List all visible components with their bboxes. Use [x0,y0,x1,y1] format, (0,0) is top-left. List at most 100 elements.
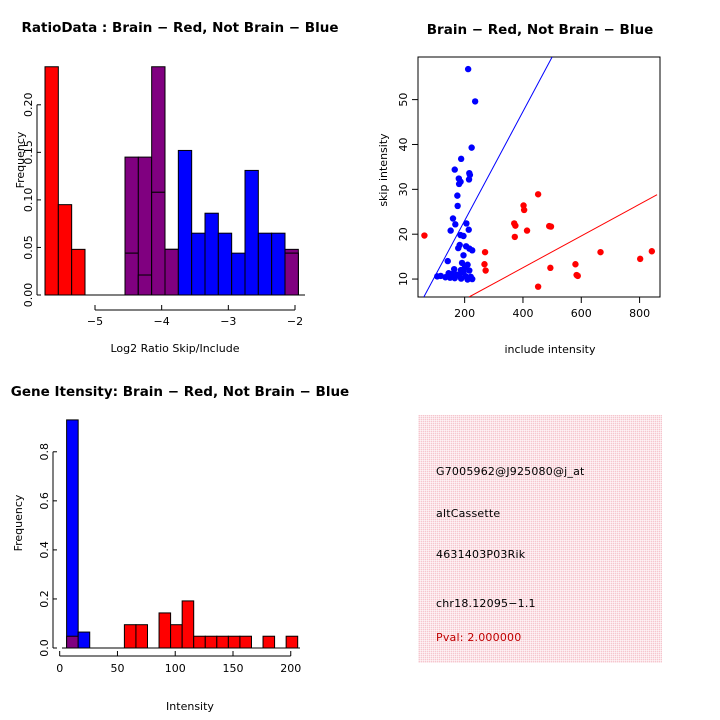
gene-bar-blue [66,419,79,649]
gene-xtick-label: 50 [110,662,124,675]
scatter-xtick-label: 800 [629,307,650,320]
scatter-point [455,244,462,252]
ratio-bar-blue [177,149,193,296]
info-gene-symbol: 4631403P03Rik [436,548,526,561]
ratio-xtick-label: −4 [154,315,170,328]
gene-bar-red [181,600,195,649]
scatter-point [452,221,459,228]
ratio-bar-red [137,156,153,296]
gene-histogram-title: Gene Itensity: Brain − Red, Not Brain − … [10,384,350,400]
scatter-point [455,180,463,188]
ratio-bar-overlap [137,274,153,296]
gene-histogram-plot: 0.0 0.2 0.4 0.6 0.8 0 50 100 150 200 [38,419,301,675]
scatter-point [444,257,451,265]
gene-bar-red [158,612,172,649]
scatter-point [442,274,449,281]
scatter-point [449,215,457,222]
scatter-point [572,261,579,268]
scatter-ytick-label: 40 [397,137,410,151]
scatter-point [454,192,461,199]
ratio-bar-blue [231,252,246,296]
scatter-point [534,283,542,290]
gene-bar-red [262,635,276,649]
scatter-point [482,267,489,274]
scatter-point [457,155,465,163]
scatter-ytick-label: 30 [397,182,410,196]
scatter-point [469,247,476,254]
ratio-xtick-label: −5 [87,315,103,328]
gene-bar-blue [77,631,91,649]
scatter-point [648,248,656,255]
gene-bar-overlap [66,635,79,649]
gene-bar-red [123,624,137,649]
gene-info-panel: G7005962@J925080@j_at altCassette 463140… [418,415,662,663]
ratio-ytick-label: 0.10 [22,188,35,213]
info-event-type: altCassette [436,507,501,520]
scatter-ytick-label: 50 [397,93,410,107]
scatter-point [481,261,488,268]
ratio-bar-blue [217,232,233,296]
info-probe-id: G7005962@J925080@j_at [436,465,585,478]
ratio-xtick-label: −3 [220,315,236,328]
scatter-title: Brain − Red, Not Brain − Blue [426,22,654,38]
ratio-bar-blue [191,232,206,296]
scatter-point [464,276,471,283]
gene-bar-red [193,635,206,649]
scatter-point [450,265,458,273]
scatter-plot-box [417,56,661,298]
scatter-point [460,269,467,276]
info-locus: chr18.12095−1.1 [436,597,536,610]
gene-histogram-xlabel: Intensity [166,700,214,713]
scatter-plot: 10 20 30 40 50 200 400 600 800 [397,56,661,320]
ratio-ytick-label: 0.20 [22,93,35,118]
gene-ytick-label: 0.6 [38,492,51,510]
ratio-bar-overlap [151,191,166,296]
gene-xtick-label: 100 [165,662,186,675]
scatter-point [466,267,473,274]
ratio-bar-blue [244,169,259,296]
ratio-bar-overlap [164,248,179,296]
scatter-xlabel: include intensity [504,343,596,356]
scatter-point [458,259,466,267]
gene-bar-red [285,635,299,649]
gene-ytick-label: 0.4 [38,541,51,559]
scatter-point [547,264,554,272]
blue-threshold-line [423,57,553,297]
panel-intensity-scatter: Brain − Red, Not Brain − Blue skip inten… [360,0,720,360]
scatter-point [523,227,531,234]
ratio-bar-blue [257,232,273,296]
panel-gene-histogram: Gene Itensity: Brain − Red, Not Brain − … [0,360,360,720]
ratio-bar-red [57,204,73,296]
gene-bar-red [239,635,252,649]
scatter-point [460,232,467,240]
ratio-ytick-label: 0.15 [22,140,35,165]
ratio-ytick-label: 0.05 [22,235,35,260]
scatter-point [465,176,473,183]
scatter-point [464,65,472,73]
scatter-point [597,248,604,256]
gene-bar-red [135,624,148,649]
scatter-point [469,275,476,283]
ratio-histogram-plot: 0.00 0.05 0.10 0.15 0.20 −5 −4 −3 −2 [22,66,305,328]
scatter-point [511,233,518,241]
ratio-bar-overlap [124,252,139,296]
info-pval: Pval: 2.000000 [436,631,522,644]
red-threshold-line [468,194,658,297]
scatter-xtick-label: 400 [512,307,533,320]
ratio-xtick-label: −2 [287,315,303,328]
ratio-bar-blue [271,232,286,296]
scatter-point [451,166,458,173]
scatter-point [471,98,479,105]
ratio-histogram-xlabel: Log2 Ratio Skip/Include [110,342,240,355]
scatter-point [449,271,457,279]
ratio-bar-overlap [284,252,299,296]
scatter-point [481,248,489,256]
gene-ytick-label: 0.8 [38,443,51,461]
scatter-point [468,144,475,151]
scatter-point [534,191,542,198]
scatter-point [447,227,454,234]
gene-ytick-label: 0.2 [38,590,51,608]
ratio-ytick-label: 0.00 [22,283,35,308]
scatter-xtick-label: 600 [571,307,592,320]
